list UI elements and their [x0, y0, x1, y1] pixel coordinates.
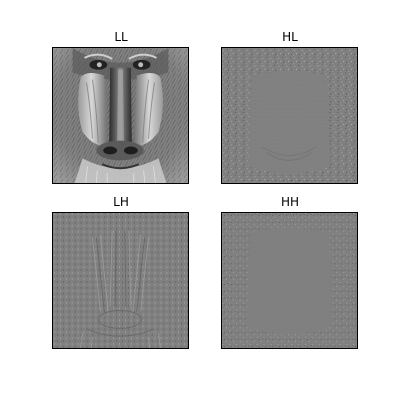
panel-ll-image [52, 47, 189, 184]
panel-hh-image [221, 212, 358, 349]
panel-title-ll: LL [114, 30, 128, 44]
panel-title-hh: HH [280, 195, 300, 209]
diagonal-detail-image [222, 213, 357, 348]
horizontal-detail-image [222, 48, 357, 183]
panel-lh-image [52, 212, 189, 349]
panel-title-hl: HL [282, 30, 298, 44]
mandrill-approximation-image [53, 48, 188, 183]
panel-hl-image [221, 47, 358, 184]
vertical-detail-image [53, 213, 188, 348]
panel-title-lh: LH [113, 195, 129, 209]
